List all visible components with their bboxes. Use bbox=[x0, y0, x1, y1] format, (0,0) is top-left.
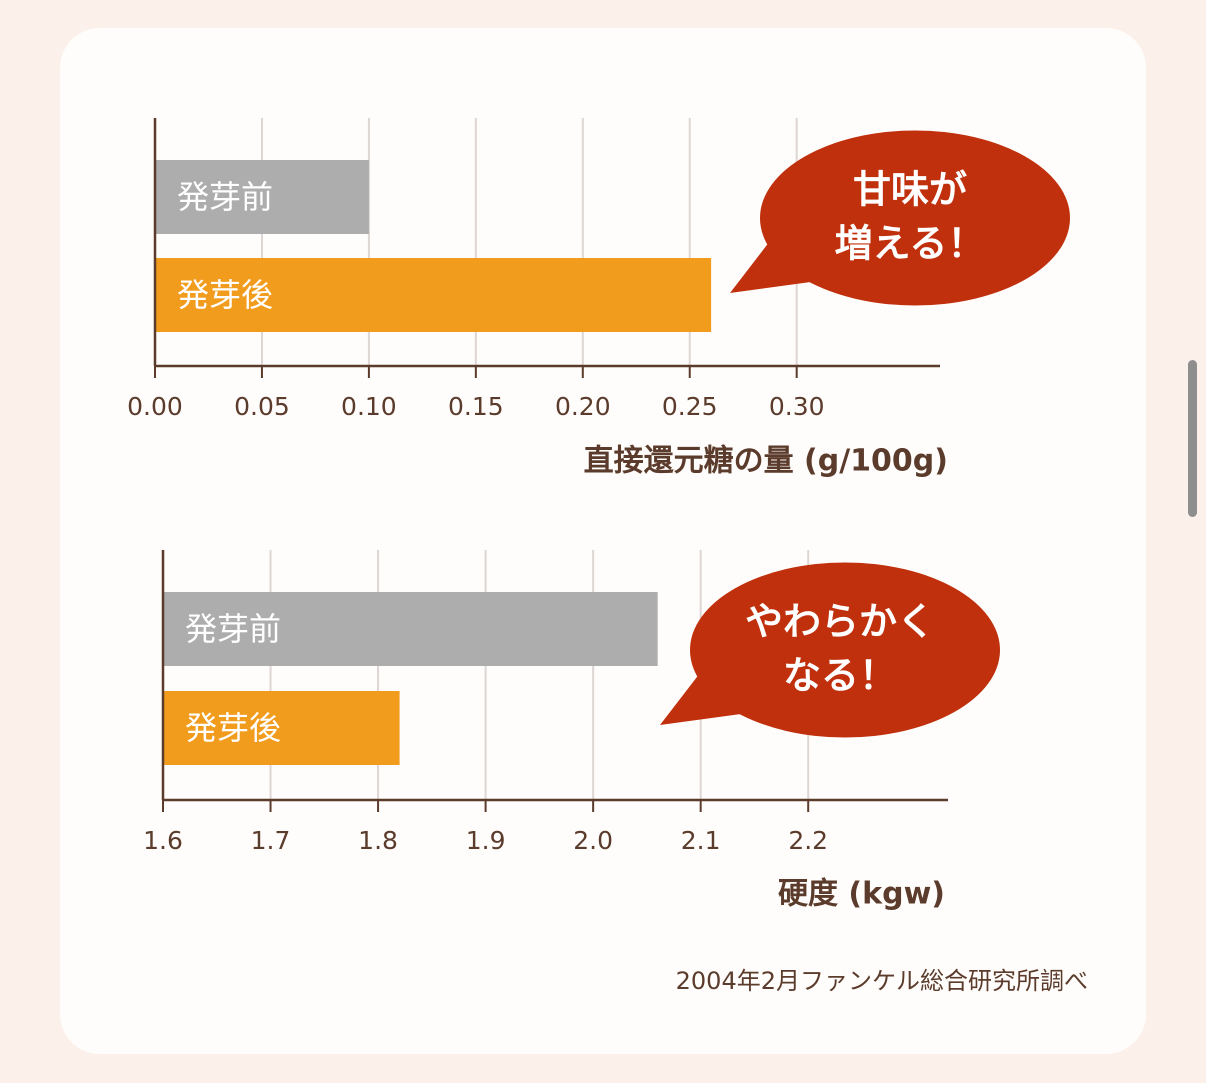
scrollbar[interactable] bbox=[1188, 360, 1197, 517]
x-tick-label: 2.2 bbox=[788, 826, 828, 855]
bubble-text: 増える！ bbox=[835, 222, 986, 266]
x-tick-label: 0.15 bbox=[448, 392, 504, 421]
x-tick-label: 2.1 bbox=[681, 826, 721, 855]
x-tick-label: 0.00 bbox=[127, 392, 183, 421]
x-tick-label: 1.8 bbox=[358, 826, 398, 855]
x-tick-label: 0.05 bbox=[234, 392, 290, 421]
x-tick-label: 2.0 bbox=[573, 826, 613, 855]
bubble-text: やわらかく bbox=[745, 600, 935, 644]
bar-label: 発芽前 bbox=[185, 610, 281, 648]
bar-label: 発芽後 bbox=[177, 276, 273, 314]
bar bbox=[155, 258, 712, 332]
x-tick-label: 0.10 bbox=[341, 392, 397, 421]
x-tick-label: 0.30 bbox=[769, 392, 825, 421]
bar-label: 発芽後 bbox=[185, 709, 281, 747]
bar bbox=[163, 592, 658, 666]
x-tick-label: 1.9 bbox=[466, 826, 506, 855]
x-tick-label: 1.6 bbox=[143, 826, 183, 855]
source-note: 2004年2月ファンケル総合研究所調べ bbox=[676, 967, 1088, 995]
x-tick-label: 0.25 bbox=[662, 392, 718, 421]
speech-bubble bbox=[760, 130, 1070, 306]
speech-bubble bbox=[690, 562, 1000, 738]
bubble-text: なる！ bbox=[783, 654, 897, 698]
x-axis-title: 直接還元糖の量 (g/100g) bbox=[584, 444, 948, 479]
x-axis-title: 硬度 (kgw) bbox=[778, 877, 945, 912]
bar-label: 発芽前 bbox=[177, 178, 273, 216]
x-tick-label: 0.20 bbox=[555, 392, 611, 421]
bar bbox=[155, 160, 369, 234]
x-tick-label: 1.7 bbox=[251, 826, 291, 855]
bubble-text: 甘味が bbox=[853, 168, 967, 212]
bar bbox=[163, 691, 400, 765]
